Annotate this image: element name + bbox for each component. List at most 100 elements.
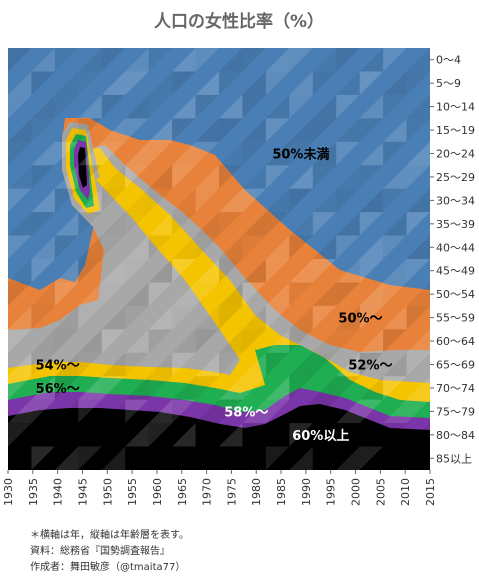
texture-cell xyxy=(312,259,337,283)
texture-cell xyxy=(406,212,430,236)
texture-cell xyxy=(359,141,384,166)
texture-cell xyxy=(78,282,102,306)
texture-cell xyxy=(312,329,337,353)
texture-cell xyxy=(265,282,290,306)
texture-cell xyxy=(289,305,313,330)
y-tick-label: 60〜64 xyxy=(436,335,475,348)
y-tick-label: 35〜39 xyxy=(436,218,475,231)
texture-cell xyxy=(125,188,149,213)
texture-cell xyxy=(195,71,219,95)
texture-cell xyxy=(289,235,313,259)
texture-cell xyxy=(265,305,290,330)
texture-cell xyxy=(8,141,32,166)
texture-cell xyxy=(336,94,360,119)
y-tick-label: 55〜59 xyxy=(436,312,475,325)
texture-cell xyxy=(219,282,243,306)
texture-cell xyxy=(383,94,407,119)
texture-cell xyxy=(242,259,266,283)
texture-cell xyxy=(289,282,313,306)
texture-cell xyxy=(195,399,219,424)
band-label: 52%〜 xyxy=(348,359,392,374)
texture-cell xyxy=(125,118,149,142)
texture-cell xyxy=(359,376,384,400)
y-axis: 0〜4 5〜9 10〜14 15〜19 20〜24 25〜29 30〜34 35〜39 40〜4… xyxy=(430,54,475,465)
texture-cell xyxy=(265,235,290,259)
texture-cell xyxy=(359,48,384,72)
texture-cell xyxy=(78,94,102,119)
texture-cell xyxy=(172,352,196,377)
texture-cell xyxy=(31,94,55,119)
texture-cell xyxy=(219,399,243,424)
y-tick-label: 0〜4 xyxy=(436,54,461,67)
texture-cell xyxy=(312,235,337,259)
texture-cell xyxy=(359,259,384,283)
x-tick-label: 1965 xyxy=(176,478,189,506)
texture-cell xyxy=(101,305,126,330)
texture-cell xyxy=(8,352,32,377)
texture-cell xyxy=(312,94,337,119)
texture-cell xyxy=(148,423,173,447)
texture-cell xyxy=(78,118,102,142)
texture-cell xyxy=(78,48,102,72)
texture-cell xyxy=(406,48,430,72)
texture-cell xyxy=(101,329,126,353)
texture-cell xyxy=(172,71,196,95)
texture-cell xyxy=(289,423,313,447)
texture-cell xyxy=(195,376,219,400)
texture-cell xyxy=(78,446,102,470)
x-tick-label: 1950 xyxy=(101,478,114,506)
y-tick-label: 10〜14 xyxy=(436,101,475,114)
texture-cell xyxy=(125,305,149,330)
texture-cell xyxy=(195,235,219,259)
texture-cell xyxy=(219,188,243,213)
texture-cell xyxy=(383,71,407,95)
texture-cell xyxy=(148,212,173,236)
texture-cell xyxy=(242,423,266,447)
texture-cell xyxy=(31,188,55,213)
texture-cell xyxy=(406,352,430,377)
texture-cell xyxy=(336,282,360,306)
peak-band-4 xyxy=(78,147,87,188)
texture-cell xyxy=(265,94,290,119)
x-tick-label: 1940 xyxy=(52,478,65,506)
texture-cell xyxy=(289,71,313,95)
texture-cell xyxy=(219,446,243,470)
texture-cell xyxy=(54,423,79,447)
texture-cell xyxy=(289,165,313,189)
texture-cell xyxy=(289,141,313,166)
texture-cell xyxy=(289,48,313,72)
texture-cell xyxy=(8,71,32,95)
texture-cell xyxy=(265,399,290,424)
chart-title: 人口の女性比率（%） xyxy=(154,11,324,32)
texture-cell xyxy=(242,48,266,72)
x-tick-label: 2000 xyxy=(350,478,363,506)
texture-cell xyxy=(195,165,219,189)
texture-cell xyxy=(383,305,407,330)
texture-cell xyxy=(289,94,313,119)
texture-cell xyxy=(242,235,266,259)
texture-cell xyxy=(336,305,360,330)
texture-cell xyxy=(101,212,126,236)
y-tick-label: 25〜29 xyxy=(436,171,475,184)
x-tick-label: 2015 xyxy=(424,478,437,506)
texture-cell xyxy=(383,423,407,447)
texture-cell xyxy=(289,399,313,424)
texture-cell xyxy=(219,141,243,166)
texture-cell xyxy=(359,118,384,142)
texture-cell xyxy=(172,118,196,142)
texture-cell xyxy=(265,118,290,142)
y-tick-label: 80〜84 xyxy=(436,429,475,442)
texture-cell xyxy=(406,165,430,189)
texture-cell xyxy=(172,282,196,306)
texture-cell xyxy=(78,399,102,424)
texture-cell xyxy=(383,399,407,424)
texture-cell xyxy=(219,118,243,142)
y-tick-label: 5〜9 xyxy=(436,77,461,90)
texture-cell xyxy=(312,188,337,213)
texture-cell xyxy=(289,352,313,377)
texture-cell xyxy=(265,329,290,353)
texture-cell xyxy=(242,188,266,213)
band-label: 56%〜 xyxy=(36,382,80,397)
texture-cell xyxy=(336,376,360,400)
